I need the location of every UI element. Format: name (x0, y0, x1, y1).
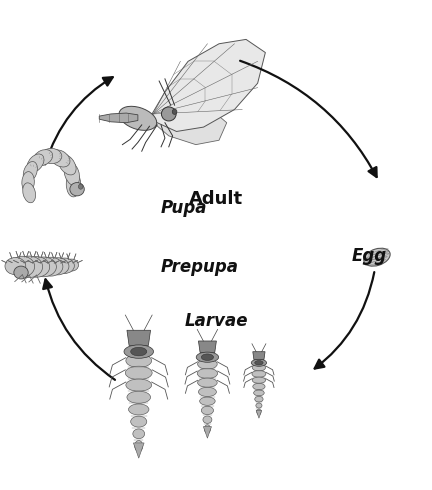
Ellipse shape (252, 377, 266, 383)
Ellipse shape (41, 148, 62, 164)
Text: Prepupa: Prepupa (160, 258, 238, 276)
Ellipse shape (204, 425, 210, 433)
Ellipse shape (50, 150, 70, 167)
Ellipse shape (126, 354, 152, 368)
Ellipse shape (22, 172, 34, 193)
Polygon shape (133, 443, 144, 458)
Ellipse shape (46, 258, 69, 275)
Polygon shape (203, 427, 212, 438)
Ellipse shape (197, 368, 218, 378)
Ellipse shape (254, 390, 264, 396)
Ellipse shape (23, 162, 38, 182)
Ellipse shape (203, 416, 212, 423)
Ellipse shape (66, 172, 81, 197)
Polygon shape (253, 352, 265, 360)
Ellipse shape (200, 397, 215, 405)
Ellipse shape (27, 154, 44, 172)
Ellipse shape (55, 258, 74, 273)
Ellipse shape (129, 404, 149, 415)
Ellipse shape (197, 359, 217, 369)
Ellipse shape (70, 183, 84, 196)
Ellipse shape (131, 347, 147, 356)
Ellipse shape (252, 364, 266, 371)
Ellipse shape (23, 257, 50, 277)
Ellipse shape (119, 106, 157, 130)
Text: Adult: Adult (189, 190, 243, 208)
Ellipse shape (255, 396, 263, 402)
Polygon shape (127, 330, 150, 345)
Ellipse shape (162, 107, 176, 121)
Ellipse shape (126, 379, 152, 391)
Text: Larvae: Larvae (184, 312, 248, 329)
Ellipse shape (31, 257, 57, 277)
Ellipse shape (131, 416, 147, 427)
Text: Egg: Egg (351, 247, 386, 265)
Ellipse shape (133, 429, 145, 439)
Polygon shape (149, 39, 265, 131)
Ellipse shape (23, 183, 35, 203)
Ellipse shape (252, 370, 266, 377)
Ellipse shape (64, 259, 79, 271)
Ellipse shape (364, 248, 390, 266)
Ellipse shape (64, 162, 79, 186)
Text: Pupa: Pupa (160, 199, 206, 218)
Ellipse shape (58, 154, 76, 175)
Ellipse shape (256, 403, 262, 408)
Ellipse shape (127, 391, 150, 403)
Ellipse shape (124, 345, 153, 358)
Ellipse shape (10, 256, 35, 277)
Ellipse shape (14, 266, 28, 279)
Ellipse shape (201, 354, 213, 361)
Ellipse shape (79, 184, 83, 189)
Ellipse shape (255, 361, 263, 365)
Ellipse shape (5, 258, 26, 275)
Polygon shape (99, 113, 138, 122)
Ellipse shape (251, 359, 267, 366)
Ellipse shape (198, 387, 216, 396)
Ellipse shape (172, 109, 177, 114)
Polygon shape (153, 110, 227, 145)
Ellipse shape (135, 441, 143, 451)
Ellipse shape (201, 406, 213, 415)
Ellipse shape (38, 257, 63, 276)
Ellipse shape (16, 256, 43, 277)
Polygon shape (256, 410, 262, 418)
Ellipse shape (125, 366, 152, 380)
Ellipse shape (253, 383, 265, 390)
Ellipse shape (33, 149, 53, 166)
Ellipse shape (196, 352, 219, 362)
Ellipse shape (197, 378, 217, 387)
Polygon shape (198, 341, 216, 352)
Ellipse shape (257, 409, 261, 415)
